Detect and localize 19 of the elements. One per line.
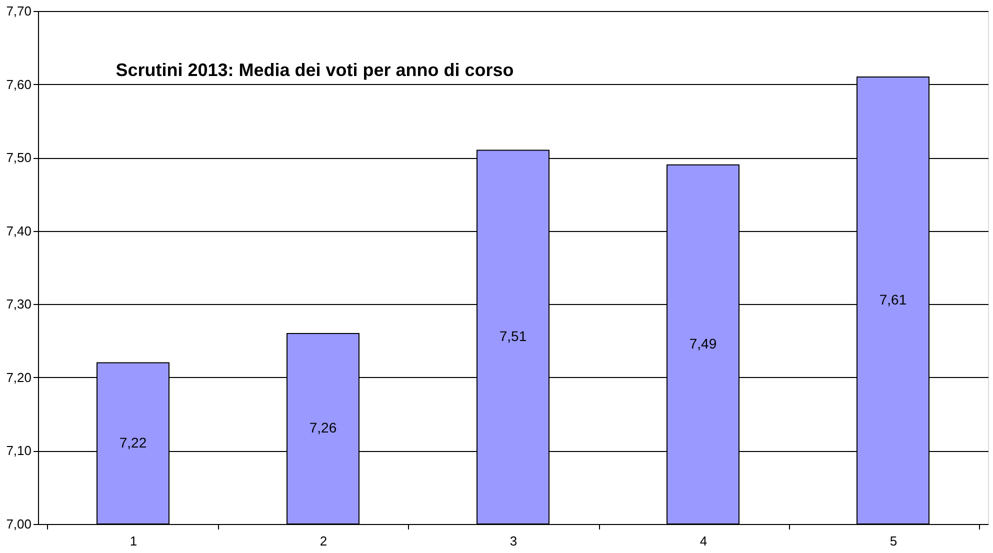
- x-tick-label: 1: [130, 534, 138, 548]
- x-tick-label: 4: [700, 534, 708, 548]
- x-tick-label: 5: [890, 534, 898, 548]
- data-label: 7,26: [309, 420, 337, 436]
- y-tick-label: 7,20: [6, 370, 32, 385]
- text: Scrutini 2013: Media dei voti per anno di corso: [116, 60, 514, 80]
- y-tick-label: 7,00: [6, 516, 32, 532]
- y-tick-label: 7,30: [6, 296, 32, 312]
- data-label: 7,51: [499, 328, 527, 344]
- y-tick-label: 7,10: [6, 443, 32, 458]
- y-tick-label: 7,50: [6, 150, 32, 166]
- data-label: 7,22: [119, 434, 147, 450]
- y-tick-label: 7,40: [6, 223, 32, 238]
- x-tick-label: 3: [510, 534, 518, 548]
- y-tick-label: 7,70: [6, 4, 32, 18]
- x-tick-label: 2: [320, 534, 328, 548]
- y-tick-label: 7,60: [6, 76, 32, 92]
- data-label: 7,49: [689, 335, 717, 352]
- data-label: 7,61: [879, 291, 907, 308]
